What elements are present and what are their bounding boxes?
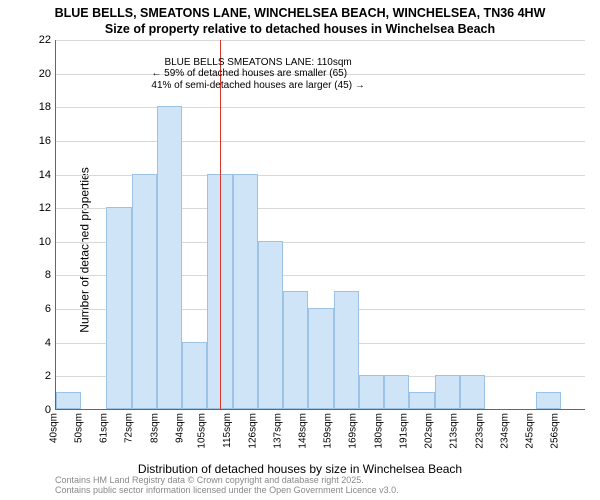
footnote-line2: Contains public sector information licen… <box>55 485 399 495</box>
x-axis-label: Distribution of detached houses by size … <box>0 462 600 476</box>
x-tick-label: 137sqm <box>272 413 283 449</box>
plot-area: 024681012141618202240sqm50sqm61sqm72sqm8… <box>55 40 585 410</box>
x-tick-label: 256sqm <box>550 413 561 449</box>
histogram-bar <box>536 392 561 409</box>
histogram-bar <box>308 308 333 409</box>
annotation-box: BLUE BELLS SMEATONS LANE: 110sqm← 59% of… <box>151 57 364 92</box>
y-tick-label: 20 <box>39 68 51 80</box>
reference-line <box>220 40 221 409</box>
footnote: Contains HM Land Registry data © Crown c… <box>55 476 399 496</box>
x-tick-label: 50sqm <box>73 413 84 443</box>
chart-container: BLUE BELLS, SMEATONS LANE, WINCHELSEA BE… <box>0 0 600 500</box>
histogram-bar <box>157 106 182 409</box>
x-tick-label: 83sqm <box>149 413 160 443</box>
histogram-bar <box>132 174 157 409</box>
x-tick-label: 202sqm <box>424 413 435 449</box>
x-tick-label: 61sqm <box>99 413 110 443</box>
histogram-bar <box>384 375 409 409</box>
y-tick-label: 16 <box>39 135 51 147</box>
histogram-bar <box>258 241 283 409</box>
histogram-bar <box>460 375 485 409</box>
y-tick-label: 18 <box>39 101 51 113</box>
x-tick-label: 72sqm <box>124 413 135 443</box>
x-tick-label: 223sqm <box>474 413 485 449</box>
chart-title-line2: Size of property relative to detached ho… <box>0 22 600 36</box>
y-tick-label: 8 <box>45 269 51 281</box>
footnote-line1: Contains HM Land Registry data © Crown c… <box>55 475 364 485</box>
x-tick-label: 169sqm <box>348 413 359 449</box>
histogram-bar <box>106 207 131 409</box>
y-tick-label: 12 <box>39 202 51 214</box>
x-tick-label: 105sqm <box>197 413 208 449</box>
gridline-h <box>56 40 585 41</box>
histogram-bar <box>359 375 384 409</box>
x-tick-label: 126sqm <box>247 413 258 449</box>
x-tick-label: 180sqm <box>373 413 384 449</box>
y-tick-label: 4 <box>45 337 51 349</box>
y-tick-label: 6 <box>45 303 51 315</box>
histogram-bar <box>409 392 434 409</box>
histogram-bar <box>233 174 258 409</box>
y-tick-label: 10 <box>39 236 51 248</box>
chart-title-line1: BLUE BELLS, SMEATONS LANE, WINCHELSEA BE… <box>0 6 600 20</box>
histogram-bar <box>56 392 81 409</box>
x-tick-label: 245sqm <box>525 413 536 449</box>
x-tick-label: 115sqm <box>222 413 233 448</box>
histogram-bar <box>283 291 308 409</box>
histogram-bar <box>334 291 359 409</box>
annotation-line: ← 59% of detached houses are smaller (65… <box>151 68 364 80</box>
annotation-line: 41% of semi-detached houses are larger (… <box>151 80 364 92</box>
y-tick-label: 2 <box>45 370 51 382</box>
histogram-bar <box>435 375 460 409</box>
x-tick-label: 213sqm <box>449 413 460 449</box>
x-tick-label: 40sqm <box>48 413 59 443</box>
x-tick-label: 148sqm <box>298 413 309 449</box>
annotation-line: BLUE BELLS SMEATONS LANE: 110sqm <box>151 57 364 69</box>
y-tick-label: 14 <box>39 169 51 181</box>
x-tick-label: 234sqm <box>500 413 511 449</box>
gridline-h <box>56 107 585 108</box>
histogram-bar <box>182 342 207 409</box>
x-tick-label: 94sqm <box>174 413 185 443</box>
x-tick-label: 159sqm <box>323 413 334 449</box>
gridline-h <box>56 141 585 142</box>
y-tick-label: 22 <box>39 34 51 46</box>
x-tick-label: 191sqm <box>399 413 410 449</box>
